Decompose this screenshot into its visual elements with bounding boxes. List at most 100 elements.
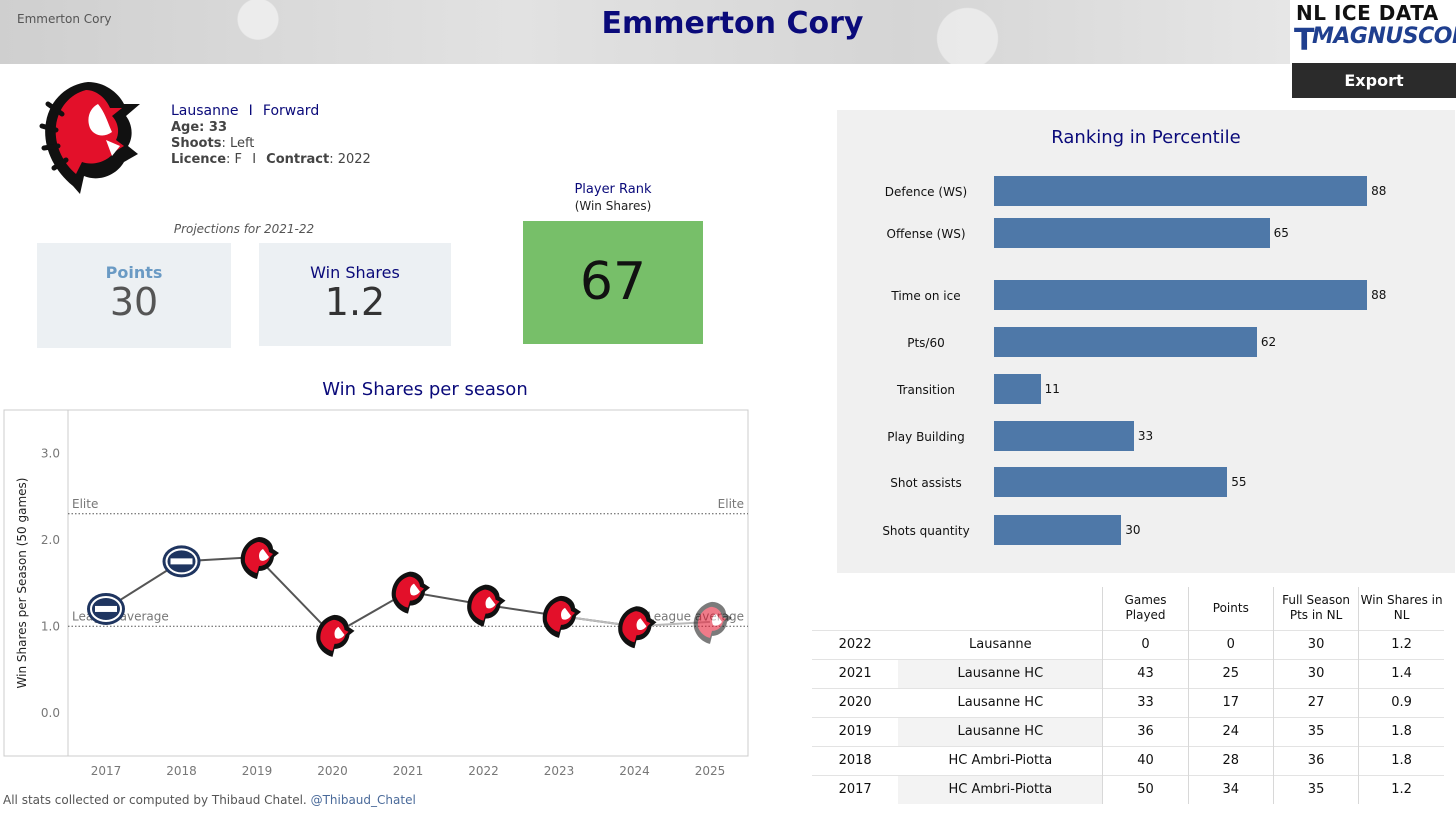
table-cell: 30 bbox=[1272, 658, 1359, 688]
table-row: 2019 Lausanne HC 36 24 35 1.8 bbox=[812, 716, 1444, 746]
shoots-label: Shoots bbox=[171, 136, 222, 151]
lausanne-logo-marker bbox=[467, 584, 506, 627]
win-shares-value: 1.2 bbox=[324, 280, 386, 324]
percentile-row: Pts/60 62 bbox=[837, 327, 1455, 359]
table-row: 2021 Lausanne HC 43 25 30 1.4 bbox=[812, 658, 1444, 688]
table-header-cell: Full Season Pts in NL bbox=[1272, 587, 1359, 630]
y-tick-label: 1.0 bbox=[41, 619, 60, 633]
table-row: 2017 HC Ambri-Piotta 50 34 35 1.2 bbox=[812, 774, 1444, 804]
percentile-row: Shots quantity 30 bbox=[837, 515, 1455, 547]
x-tick-label: 2019 bbox=[242, 764, 273, 778]
percentile-label: Defence (WS) bbox=[884, 185, 968, 199]
footer-text: All stats collected or computed by Thiba… bbox=[3, 793, 307, 807]
percentile-panel: Ranking in Percentile Defence (WS) 88 Offe… bbox=[837, 110, 1455, 573]
percentile-label: Play Building bbox=[887, 430, 965, 444]
info-separator-2: I bbox=[252, 152, 257, 167]
table-row: 2018 HC Ambri-Piotta 40 28 36 1.8 bbox=[812, 745, 1444, 775]
table-header-cell bbox=[898, 587, 1103, 630]
table-cell: 35 bbox=[1272, 716, 1359, 746]
table-cell: 0 bbox=[1102, 629, 1189, 659]
table-cell: Lausanne HC bbox=[898, 716, 1103, 746]
win-shares-label: Win Shares bbox=[310, 263, 400, 282]
percentile-value: 30 bbox=[1125, 523, 1141, 537]
percentile-row: Defence (WS) 88 bbox=[837, 176, 1455, 208]
brand-logo: NL ICE DATA T MAGNUSCORSI bbox=[1292, 0, 1456, 64]
player-age: Age: 33 bbox=[171, 120, 227, 135]
season-table: Games Played Points Full Season Pts in NL W… bbox=[812, 587, 1444, 804]
table-cell: 43 bbox=[1102, 658, 1189, 688]
chart-y-label: Win Shares per Season (50 games) bbox=[15, 478, 29, 689]
table-cell: 1.2 bbox=[1358, 629, 1444, 659]
reference-label-left: Elite bbox=[72, 497, 98, 511]
ambri-logo-marker bbox=[87, 592, 125, 625]
brand-subname: MAGNUSCORSI bbox=[1312, 24, 1456, 49]
percentile-bar bbox=[994, 327, 1257, 357]
brand-name: NL ICE DATA bbox=[1296, 1, 1439, 25]
table-cell: 2018 bbox=[812, 745, 899, 775]
y-tick-label: 0.0 bbox=[41, 706, 60, 720]
x-tick-label: 2020 bbox=[317, 764, 348, 778]
table-header-cell: Win Shares in NL bbox=[1358, 587, 1444, 630]
x-tick-label: 2025 bbox=[695, 764, 726, 778]
percentile-label: Offense (WS) bbox=[886, 227, 966, 241]
ws-line-chart: Win Shares per Season (50 games) 0.0 1.0 2.… bbox=[3, 409, 749, 778]
percentile-value: 65 bbox=[1273, 226, 1289, 240]
table-cell: HC Ambri-Piotta bbox=[898, 745, 1103, 775]
percentile-label: Shots quantity bbox=[882, 524, 970, 538]
lausanne-logo-marker bbox=[693, 601, 732, 644]
percentile-value: 55 bbox=[1231, 475, 1247, 489]
table-cell: 28 bbox=[1187, 745, 1274, 775]
percentile-title: Ranking in Percentile bbox=[1051, 127, 1241, 148]
table-cell: 33 bbox=[1102, 687, 1189, 717]
table-cell: 0 bbox=[1187, 629, 1274, 659]
table-cell: 1.8 bbox=[1358, 745, 1444, 775]
player-rank-title: Player Rank (Win Shares) bbox=[523, 182, 703, 214]
percentile-bar bbox=[994, 467, 1228, 497]
percentile-value: 33 bbox=[1137, 429, 1154, 443]
points-value: 30 bbox=[109, 280, 159, 324]
percentile-bar bbox=[994, 218, 1270, 248]
table-cell: HC Ambri-Piotta bbox=[898, 774, 1103, 804]
table-cell: 24 bbox=[1187, 716, 1274, 746]
table-cell: 0.9 bbox=[1358, 687, 1444, 717]
reference-label-right: Elite bbox=[718, 497, 744, 511]
table-cell: Lausanne bbox=[898, 629, 1103, 659]
table-cell: 50 bbox=[1102, 774, 1189, 804]
points-card: Points 30 bbox=[37, 243, 231, 348]
table-cell: 1.4 bbox=[1358, 658, 1444, 688]
footer-credit: All stats collected or computed by Thiba… bbox=[3, 793, 416, 807]
y-tick-label: 3.0 bbox=[41, 446, 60, 460]
table-header-row: Games Played Points Full Season Pts in NL W… bbox=[812, 587, 1444, 630]
lausanne-logo-marker bbox=[316, 614, 355, 657]
table-cell: 2017 bbox=[812, 774, 899, 804]
table-row: 2020 Lausanne HC 33 17 27 0.9 bbox=[812, 687, 1444, 717]
percentile-bar bbox=[994, 280, 1368, 310]
percentile-bar bbox=[994, 374, 1041, 404]
percentile-row: Play Building 33 bbox=[837, 421, 1455, 453]
table-cell: 2021 bbox=[812, 658, 899, 688]
footer-handle-link[interactable]: @Thibaud_Chatel bbox=[310, 793, 416, 807]
player-info: Lausanne I Forward Age: 33 Shoots: Left … bbox=[171, 103, 371, 168]
export-button[interactable]: Export bbox=[1292, 63, 1456, 98]
table-cell: Lausanne HC bbox=[898, 658, 1103, 688]
lausanne-logo-marker bbox=[391, 571, 430, 614]
lausanne-logo-marker bbox=[240, 537, 279, 580]
percentile-value: 88 bbox=[1371, 288, 1387, 302]
player-rank-value: 67 bbox=[523, 221, 703, 344]
table-cell: 2019 bbox=[812, 716, 899, 746]
table-header-cell bbox=[812, 587, 898, 630]
table-cell: 36 bbox=[1272, 745, 1359, 775]
player-rank-sublabel: (Win Shares) bbox=[574, 199, 652, 213]
ws-chart-title: Win Shares per season bbox=[322, 379, 528, 400]
points-label: Points bbox=[105, 263, 163, 282]
x-tick-label: 2024 bbox=[619, 764, 650, 778]
table-cell: 1.8 bbox=[1358, 716, 1444, 746]
percentile-bar bbox=[994, 515, 1122, 545]
percentile-label: Transition bbox=[896, 383, 956, 397]
x-tick-label: 2023 bbox=[544, 764, 575, 778]
table-cell: 2022 bbox=[812, 629, 899, 659]
percentile-label: Time on ice bbox=[891, 289, 961, 303]
page-title: Emmerton Cory bbox=[601, 6, 864, 41]
table-row: 2022 Lausanne 0 0 30 1.2 bbox=[812, 629, 1444, 659]
contract-label: Contract bbox=[266, 152, 330, 167]
